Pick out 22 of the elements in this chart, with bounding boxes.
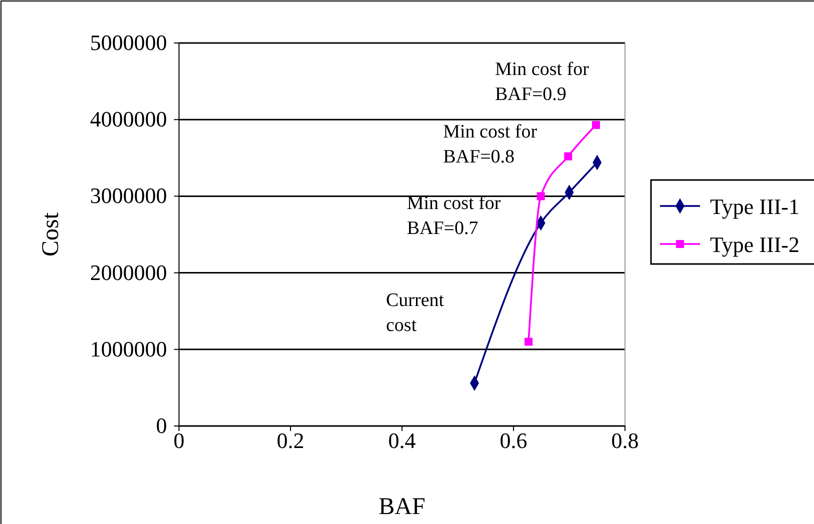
- point: [524, 338, 533, 346]
- x-tick-label: 0.6: [500, 428, 528, 453]
- x-tick-label: 0.4: [388, 428, 416, 453]
- annotation: Min cost for BAF=0.7: [406, 193, 502, 240]
- point: [564, 152, 572, 160]
- annotation: Min cost for BAF=0.8: [443, 121, 538, 168]
- x-tick-label: 0.8: [611, 428, 639, 453]
- legend-label: Type III-1: [710, 194, 800, 219]
- annotation: Current cost: [386, 290, 445, 336]
- x-tick-label: 0: [174, 428, 184, 453]
- x-tick-label: 0.2: [276, 428, 304, 453]
- point: [592, 120, 600, 129]
- y-axis-title: Cost: [38, 212, 64, 257]
- y-tick-label: 1000000: [90, 336, 167, 362]
- y-tick-label: 4000000: [90, 106, 167, 132]
- y-tick-label: 3000000: [90, 183, 167, 208]
- x-axis-title: BAF: [378, 494, 426, 520]
- legend-label: Type III-2: [710, 232, 800, 257]
- y-tick-label: 2000000: [90, 260, 167, 285]
- point: [536, 192, 545, 200]
- y-tick-label: 5000000: [90, 30, 167, 56]
- annotation: Min cost for BAF=0.9: [495, 58, 590, 105]
